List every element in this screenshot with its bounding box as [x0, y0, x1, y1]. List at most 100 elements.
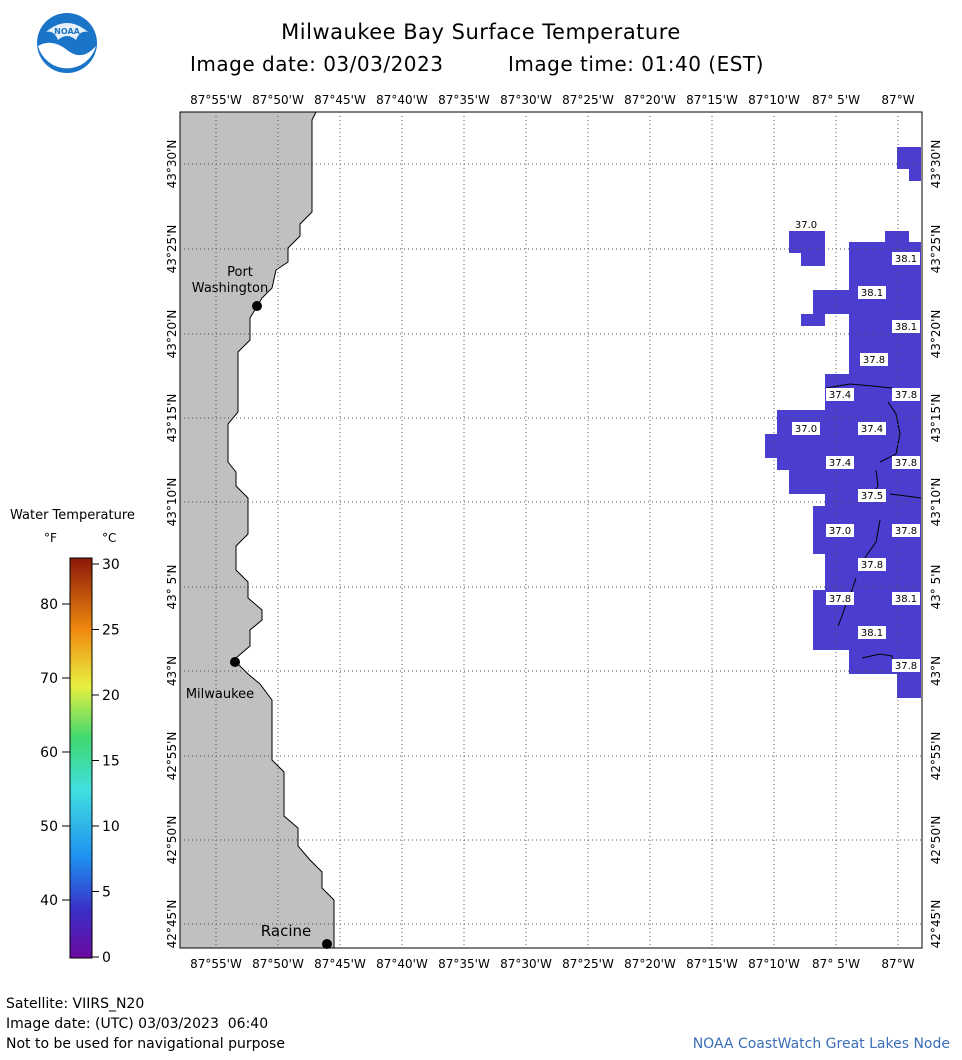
temp-labels: 37.0 38.1 38.1 38.1 37.8 37.4 37.8 37.0 37.4 37.4…	[792, 220, 920, 672]
lon-tick-label: 87°50'W	[252, 93, 304, 107]
temp-label-box	[826, 524, 854, 537]
footer-utc-date: Image date: (UTC) 03/03/2023 06:40	[6, 1016, 269, 1032]
city-marker	[252, 301, 262, 311]
image-time-label: Image time: 01:40 (EST)	[508, 52, 764, 76]
legend-f-label: 50	[40, 819, 58, 835]
temp-label-text: 37.8	[829, 594, 851, 605]
city-marker	[322, 939, 332, 949]
lat-tick-label: 43°30'N	[929, 140, 943, 189]
temp-label-box	[858, 626, 886, 639]
temp-label-box	[858, 558, 886, 571]
legend-f-label: 60	[40, 745, 58, 761]
lat-tick-label: 43°10'N	[165, 478, 179, 527]
lon-tick-label: 87°W	[881, 957, 914, 971]
temp-label-box	[826, 456, 854, 469]
lon-tick-label: 87°50'W	[252, 957, 304, 971]
legend-unit-c: °C	[102, 531, 117, 545]
city-milwaukee: Milwaukee	[186, 657, 254, 702]
temp-label-text: 38.1	[895, 254, 917, 265]
temp-label-text: 37.8	[895, 661, 917, 672]
legend-unit-f: °F	[44, 531, 57, 545]
temp-label-text: 37.4	[861, 424, 883, 435]
lon-tick-label: 87° 5'W	[812, 93, 860, 107]
temp-label: 37.8	[860, 353, 888, 366]
city-name: Port	[227, 265, 253, 280]
temp-label-text: 38.1	[861, 288, 883, 299]
temp-label-text: 38.1	[895, 594, 917, 605]
temp-label: 38.1	[892, 592, 920, 605]
temp-label: 37.8	[892, 456, 920, 469]
temp-label: 38.1	[892, 252, 920, 265]
temp-label: 37.0	[795, 220, 817, 231]
legend-f-ticks: 80 70 60 50 40	[40, 597, 70, 909]
temp-label-box	[858, 422, 886, 435]
temp-label-text: 37.8	[861, 560, 883, 571]
graticule	[180, 112, 922, 948]
temp-label: 38.1	[892, 320, 920, 333]
lon-tick-label: 87°55'W	[190, 957, 242, 971]
lon-tick-label: 87°30'W	[500, 93, 552, 107]
lon-tick-label: 87°20'W	[624, 93, 676, 107]
temp-label-box	[860, 353, 888, 366]
lat-labels-right: 43°30'N 43°25'N 43°20'N 43°15'N 43°10'N 43° 5…	[929, 140, 943, 949]
temp-label-box	[858, 489, 886, 502]
temp-label: 37.8	[858, 558, 886, 571]
temp-label-box	[826, 592, 854, 605]
noaa-logo-icon: NOAA	[37, 13, 97, 73]
legend-c-label: 5	[102, 885, 111, 901]
lat-tick-label: 43°10'N	[929, 478, 943, 527]
temp-label-box	[892, 456, 920, 469]
temp-label-text: 38.1	[861, 628, 883, 639]
temp-label: 37.4	[826, 456, 854, 469]
city-name: Racine	[261, 922, 311, 940]
lon-tick-label: 87°55'W	[190, 93, 242, 107]
lon-labels-top: 87°55'W 87°50'W 87°45'W 87°40'W 87°35'W 87°30…	[190, 93, 915, 107]
lat-tick-label: 43°30'N	[165, 140, 179, 189]
lon-tick-label: 87°40'W	[376, 957, 428, 971]
temp-label-box	[826, 388, 854, 401]
lat-tick-label: 42°45'N	[929, 900, 943, 949]
temp-label-box	[892, 388, 920, 401]
image-date-label: Image date: 03/03/2023	[190, 52, 444, 76]
lat-tick-label: 43°15'N	[929, 394, 943, 443]
lat-tick-label: 43° 5'N	[165, 565, 179, 610]
lat-tick-label: 43°25'N	[165, 225, 179, 274]
temp-label-text: 37.5	[861, 491, 883, 502]
lon-tick-label: 87°30'W	[500, 957, 552, 971]
page-title: Milwaukee Bay Surface Temperature	[281, 20, 681, 44]
temp-label-text: 37.0	[795, 220, 817, 231]
legend-c-label: 20	[102, 688, 120, 704]
lat-tick-label: 42°45'N	[165, 900, 179, 949]
temp-label-text: 37.0	[795, 424, 817, 435]
lon-tick-label: 87°15'W	[686, 957, 738, 971]
temp-label-text: 37.8	[863, 355, 885, 366]
temp-label-box	[892, 252, 920, 265]
lat-tick-label: 43°25'N	[929, 225, 943, 274]
legend-c-label: 10	[102, 819, 120, 835]
lon-tick-label: 87°40'W	[376, 93, 428, 107]
footer-disclaimer: Not to be used for navigational purpose	[6, 1036, 285, 1052]
lon-tick-label: 87°10'W	[748, 957, 800, 971]
lon-tick-label: 87°10'W	[748, 93, 800, 107]
city-port-washington: Port Washington	[192, 265, 268, 311]
footer-node-link[interactable]: NOAA CoastWatch Great Lakes Node	[692, 1036, 950, 1052]
legend-c-ticks: 30 25 20 15 10 5 0	[92, 557, 120, 966]
lon-tick-label: 87°45'W	[314, 93, 366, 107]
lon-tick-label: 87°15'W	[686, 93, 738, 107]
lat-tick-label: 43°N	[929, 656, 943, 686]
temp-label-box	[858, 286, 886, 299]
legend-c-label: 0	[102, 950, 111, 966]
lat-tick-label: 43° 5'N	[929, 565, 943, 610]
lon-labels-bottom: 87°55'W 87°50'W 87°45'W 87°40'W 87°35'W 87°30…	[190, 957, 915, 971]
temp-label: 37.8	[892, 388, 920, 401]
lat-labels-left: 43°30'N 43°25'N 43°20'N 43°15'N 43°10'N 43° 5…	[165, 140, 179, 949]
lon-tick-label: 87°35'W	[438, 957, 490, 971]
temp-label-box	[792, 422, 820, 435]
lat-tick-label: 42°50'N	[929, 816, 943, 865]
legend-f-label: 40	[40, 893, 58, 909]
lat-tick-label: 43°N	[165, 656, 179, 686]
temp-label: 37.8	[892, 524, 920, 537]
lat-tick-label: 43°20'N	[165, 310, 179, 359]
temp-label-text: 37.0	[829, 526, 851, 537]
legend-color-bar	[69, 557, 93, 959]
